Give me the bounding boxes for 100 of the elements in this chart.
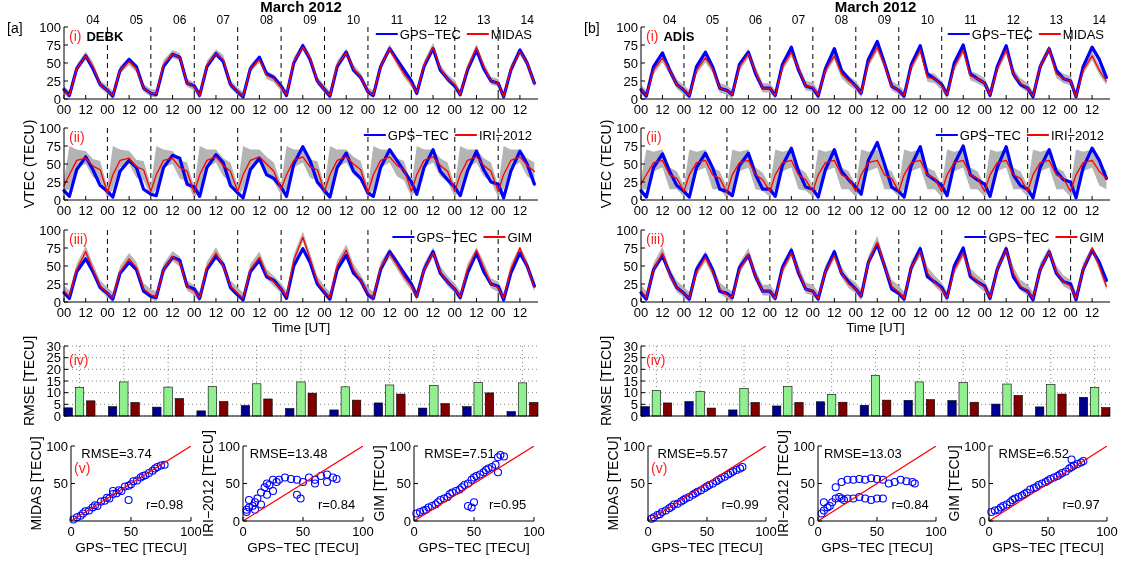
x-tick-label: 12 [955, 102, 971, 117]
x-tick-label: 12 [469, 305, 484, 320]
y-tick-label: 100 [616, 222, 638, 238]
x-tick-label: 00 [273, 203, 289, 218]
x-tick-label: 00 [273, 305, 289, 320]
x2-tick-label: 06 [173, 13, 187, 27]
y-tick-label: 25 [623, 276, 638, 292]
legend-label: GPS−TEC [416, 229, 478, 245]
annotation: (ii) [646, 129, 662, 145]
x-tick-label: 00 [404, 305, 419, 320]
legend-label: GIM [507, 229, 532, 245]
x-tick-label: 00 [490, 102, 506, 117]
x-tick-label: 00 [1020, 203, 1035, 218]
y-tick-label: 50 [225, 476, 240, 492]
y-tick-label: 100 [616, 19, 638, 35]
annotation: RMSE=5.57 [657, 446, 729, 461]
y-tick-label: 50 [623, 258, 638, 274]
x-tick-label: 12 [784, 203, 799, 218]
y-tick-label: 50 [800, 476, 815, 492]
annotation: r=0.84 [317, 497, 356, 512]
x-tick-label: 12 [655, 203, 670, 218]
x-tick-label: 00 [977, 102, 992, 117]
x-tick-label: 12 [698, 305, 713, 320]
x-tick-label: 12 [870, 305, 885, 320]
x2-tick-label: 05 [705, 13, 720, 27]
y-tick-label: 50 [623, 156, 638, 172]
x-tick-label: 00 [100, 305, 115, 320]
x-tick-label: 00 [447, 305, 463, 320]
y-tick-label: 100 [39, 19, 61, 35]
x-tick-label: 12 [741, 305, 756, 320]
x-tick-label: 12 [827, 305, 842, 320]
x-tick-label: 00 [273, 102, 289, 117]
x-tick-label: 00 [404, 203, 419, 218]
x-tick-label: 12 [827, 203, 842, 218]
x-tick-label: 00 [891, 305, 907, 320]
y-axis-title: VTEC (TECU) [598, 119, 614, 209]
x-tick-label: 12 [955, 305, 971, 320]
x-tick-label: 00 [977, 305, 992, 320]
y-tick-label: 50 [46, 156, 61, 172]
text: [b] [584, 20, 600, 36]
y-tick-label: 100 [389, 438, 411, 454]
x-tick-label: 00 [56, 203, 72, 218]
y-axis-title: MIDAS [TECU] [605, 436, 621, 531]
y-tick-label: 50 [971, 476, 986, 492]
y-tick-label: 0 [403, 513, 411, 529]
x-tick-label: 50 [466, 524, 482, 539]
x-tick-label: 00 [230, 305, 245, 320]
x-tick-label: 12 [469, 102, 484, 117]
x-tick-label: 00 [719, 203, 735, 218]
x-tick-label: 100 [1096, 524, 1118, 539]
y-tick-label: 75 [46, 240, 61, 256]
legend-label: GPS−TEC [971, 26, 1033, 42]
y-axis-title: IRI−2012 [TECU] [775, 430, 791, 537]
x-tick-label: 12 [295, 102, 311, 117]
y-tick-label: 25 [623, 174, 638, 190]
x-tick-label: 00 [891, 102, 907, 117]
chart-title: March 2012 [260, 0, 342, 15]
x-tick-label: 12 [295, 203, 311, 218]
x-tick-label: 12 [1041, 102, 1057, 117]
legend-label: GIM [1079, 229, 1104, 245]
legend-label: GPS−TEC [387, 127, 449, 143]
x2-tick-label: 12 [433, 13, 448, 27]
y-tick-label: 50 [396, 476, 411, 492]
x-tick-label: 12 [655, 305, 670, 320]
annotation: (ii) [69, 129, 85, 145]
x-tick-label: 00 [230, 203, 245, 218]
chart-title: March 2012 [834, 0, 917, 15]
x2-tick-label: 13 [1049, 13, 1064, 27]
x-tick-label: 12 [208, 305, 224, 320]
x-tick-label: 00 [805, 203, 821, 218]
x-tick-label: 100 [180, 524, 202, 539]
x-tick-label: 00 [447, 203, 463, 218]
x-tick-label: 12 [870, 203, 885, 218]
x-tick-label: 12 [1084, 203, 1100, 218]
x-tick-label: 12 [425, 203, 441, 218]
x-tick-label: 00 [490, 203, 506, 218]
y-tick-label: 75 [623, 138, 638, 154]
x2-tick-label: 08 [834, 13, 849, 27]
x-axis-title: GPS−TEC [TECU] [247, 540, 359, 555]
x-tick-label: 12 [913, 203, 928, 218]
x2-tick-label: 10 [920, 13, 935, 27]
x-tick-label: 12 [252, 305, 267, 320]
y-axis-title: RMSE [TECU] [598, 335, 614, 427]
x-tick-label: 100 [523, 524, 545, 539]
x-axis-title: GPS−TEC [TECU] [75, 540, 187, 555]
x-tick-label: 00 [317, 305, 332, 320]
y-axis-title: GIM [TECU] [371, 445, 387, 522]
y-tick-label: 25 [46, 174, 61, 190]
x-tick-label: 00 [633, 203, 649, 218]
x2-tick-label: 07 [791, 13, 806, 27]
y-tick-label: 0 [232, 513, 240, 529]
x-tick-label: 12 [382, 203, 397, 218]
annotation: (iii) [69, 231, 88, 247]
y-tick-label: 50 [630, 476, 645, 492]
x-tick-label: 12 [998, 102, 1014, 117]
x-axis-title: GPS−TEC [TECU] [418, 540, 530, 555]
x-tick-label: 00 [633, 305, 649, 320]
x-tick-label: 100 [755, 524, 777, 539]
y-tick-label: 50 [46, 55, 61, 71]
x-tick-label: 12 [1084, 102, 1100, 117]
